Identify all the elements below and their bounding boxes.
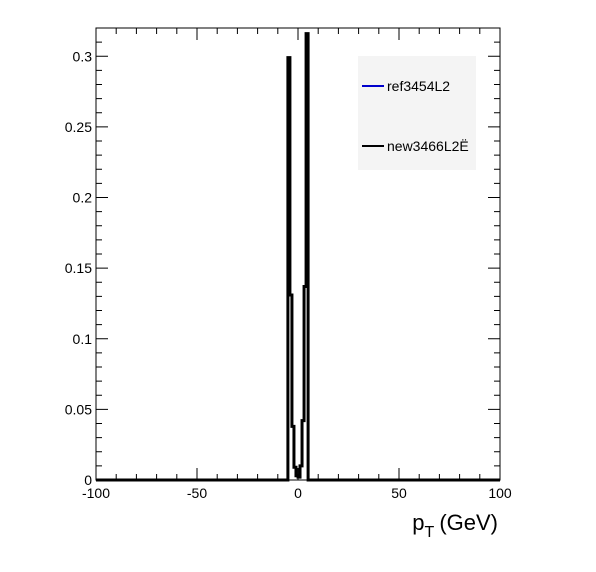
legend: ref3454L2 new3466L2Ë xyxy=(358,56,476,170)
y-tick-label: 0.2 xyxy=(73,190,93,206)
x-axis-title: pT (GeV) xyxy=(412,510,498,541)
y-tick-label: 0.15 xyxy=(65,260,92,276)
x-tick-label: 100 xyxy=(488,485,512,501)
legend-label-0: ref3454L2 xyxy=(387,78,450,94)
legend-entries: ref3454L2 new3466L2Ë xyxy=(362,78,469,154)
legend-label-1: new3466L2Ë xyxy=(387,138,469,154)
x-tick-label: 50 xyxy=(391,485,407,501)
y-tick-label: 0.3 xyxy=(73,48,93,64)
y-tick-label: 0.1 xyxy=(73,331,93,347)
x-axis-title-unit: (GeV) xyxy=(439,510,498,535)
x-tick-label: -50 xyxy=(187,485,207,501)
x-axis-title-subscript: T xyxy=(425,524,435,541)
tick-labels: -100 -50 0 50 100 0 0.05 0.1 0.15 0.2 0.25 0.3 xyxy=(65,48,512,501)
x-tick-label: 0 xyxy=(294,485,302,501)
y-tick-label: 0.05 xyxy=(65,401,92,417)
y-tick-label: 0 xyxy=(84,472,92,488)
x-axis-title-main: p xyxy=(412,510,424,535)
x-tick-label: -100 xyxy=(82,485,110,501)
y-tick-label: 0.25 xyxy=(65,119,92,135)
plot-frame xyxy=(95,27,501,481)
legend-box xyxy=(358,56,476,170)
